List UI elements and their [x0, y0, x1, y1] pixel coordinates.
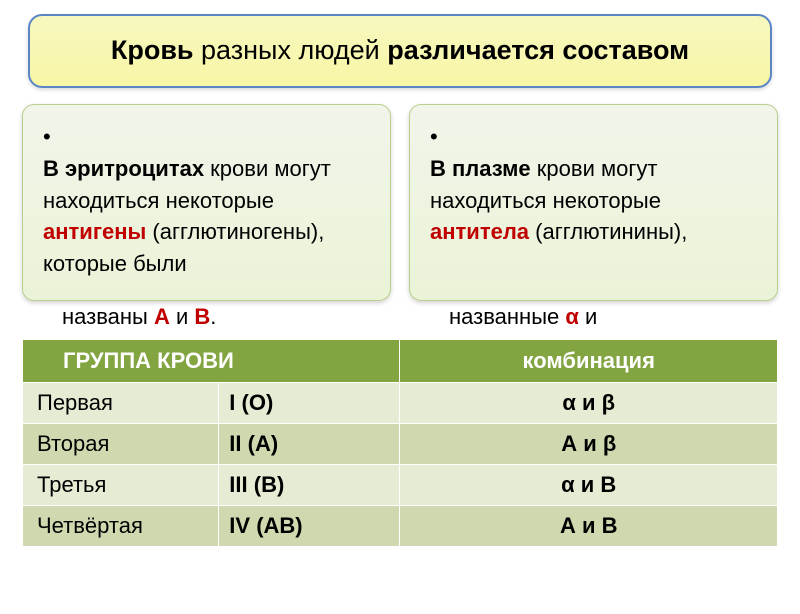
- bullet-icon: •: [43, 121, 57, 153]
- info-cards-row: • В эритроцитах крови могут находиться н…: [22, 104, 778, 301]
- card-left-seg-2: антигены: [43, 219, 146, 244]
- title-part-0: Кровь: [111, 35, 194, 65]
- card-right-seg-0: В плазме: [430, 156, 531, 181]
- ll-l-3: В: [194, 304, 210, 329]
- table: ГРУППА КРОВИ комбинация Первая I (О) α и…: [22, 339, 778, 547]
- table-row: Первая I (О) α и β: [23, 383, 778, 424]
- ll-l-2: и: [170, 304, 195, 329]
- cell-name: Третья: [23, 465, 219, 506]
- title-part-1: разных людей: [194, 35, 388, 65]
- table-header-row: ГРУППА КРОВИ комбинация: [23, 340, 778, 383]
- cell-combo: α и В: [400, 465, 778, 506]
- slide-title: Кровь разных людей различается составом: [28, 14, 772, 88]
- ll-r-0: названные: [449, 304, 565, 329]
- ll-l-1: А: [154, 304, 170, 329]
- cell-notation: IV (АВ): [219, 506, 400, 547]
- card-right-seg-3: (агглютинины),: [529, 219, 687, 244]
- card-plasma: • В плазме крови могут находиться некото…: [409, 104, 778, 301]
- card-erythrocytes: • В эритроцитах крови могут находиться н…: [22, 104, 391, 301]
- table-row: Вторая II (А) А и β: [23, 424, 778, 465]
- overflow-right: названные α и: [409, 301, 778, 333]
- table-body: Первая I (О) α и β Вторая II (А) А и β Т…: [23, 383, 778, 547]
- card-right-seg-2: антитела: [430, 219, 529, 244]
- card-left-seg-0: В эритроцитах: [43, 156, 204, 181]
- card-left-content: • В эритроцитах крови могут находиться н…: [43, 121, 370, 280]
- cell-name: Вторая: [23, 424, 219, 465]
- cell-combo: α и β: [400, 383, 778, 424]
- card-right-content: • В плазме крови могут находиться некото…: [430, 121, 757, 249]
- table-row: Четвёртая IV (АВ) А и В: [23, 506, 778, 547]
- card-right-body: В плазме крови могут находиться некоторы…: [430, 153, 737, 249]
- overflow-lines-row: названы А и В. названные α и: [22, 301, 778, 333]
- bullet-icon: •: [430, 121, 444, 153]
- cell-combo: А и β: [400, 424, 778, 465]
- ll-l-4: .: [210, 304, 216, 329]
- table-header-combo: комбинация: [400, 340, 778, 383]
- cell-notation: II (А): [219, 424, 400, 465]
- ll-l-0: названы: [62, 304, 154, 329]
- table-row: Третья III (В) α и В: [23, 465, 778, 506]
- cell-notation: III (В): [219, 465, 400, 506]
- overflow-left: названы А и В.: [22, 301, 391, 333]
- card-left-lastline: названы А и В.: [22, 301, 391, 333]
- card-right-lastline: названные α и: [409, 301, 778, 333]
- cell-notation: I (О): [219, 383, 400, 424]
- cell-name: Четвёртая: [23, 506, 219, 547]
- ll-r-2: и: [579, 304, 597, 329]
- cell-name: Первая: [23, 383, 219, 424]
- blood-groups-table: ГРУППА КРОВИ комбинация Первая I (О) α и…: [22, 339, 778, 547]
- card-left-body: В эритроцитах крови могут находиться нек…: [43, 153, 350, 281]
- table-header-group: ГРУППА КРОВИ: [23, 340, 400, 383]
- ll-r-1: α: [565, 304, 579, 329]
- title-part-2: различается составом: [387, 35, 689, 65]
- cell-combo: А и В: [400, 506, 778, 547]
